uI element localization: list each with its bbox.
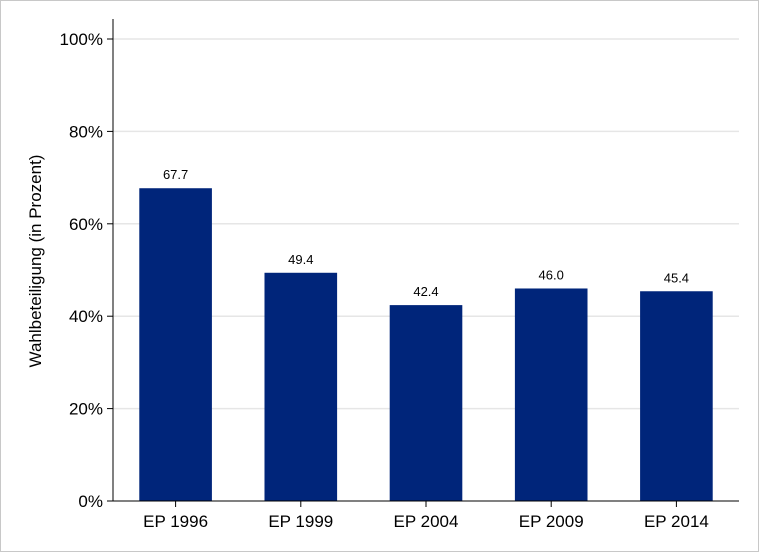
y-tick-label: 60% — [69, 215, 103, 234]
value-label: 45.4 — [664, 270, 689, 285]
y-tick-label: 0% — [78, 492, 103, 511]
value-label: 67.7 — [163, 167, 188, 182]
bar-ep-2004 — [389, 305, 463, 501]
y-axis-title: Wahlbeteiligung (in Prozent) — [26, 155, 45, 368]
bars — [139, 188, 713, 501]
bar-ep-1996 — [139, 188, 212, 501]
y-ticks: 0% 20% 40% 60% 80% 100% — [60, 30, 113, 511]
y-tick-label: 100% — [60, 30, 103, 49]
y-tick-label: 80% — [69, 122, 103, 141]
x-tick-label: EP 1996 — [143, 512, 208, 531]
value-labels: 67.7 49.4 42.4 46.0 45.4 — [163, 167, 689, 299]
bar-ep-2014 — [640, 291, 713, 501]
x-tick-label: EP 1999 — [268, 512, 333, 531]
x-tick-label: EP 2009 — [519, 512, 584, 531]
gridlines — [113, 38, 739, 410]
y-tick-label: 40% — [69, 307, 103, 326]
bar-ep-1999 — [264, 272, 338, 501]
x-tick-label: EP 2014 — [644, 512, 709, 531]
value-label: 42.4 — [413, 284, 438, 299]
bar-ep-2009 — [514, 288, 588, 501]
value-label: 46.0 — [539, 267, 564, 282]
value-label: 49.4 — [288, 252, 313, 267]
y-tick-label: 20% — [69, 400, 103, 419]
x-tick-label: EP 2004 — [394, 512, 459, 531]
x-ticks: EP 1996 EP 1999 EP 2004 EP 2009 EP 2014 — [143, 501, 709, 531]
